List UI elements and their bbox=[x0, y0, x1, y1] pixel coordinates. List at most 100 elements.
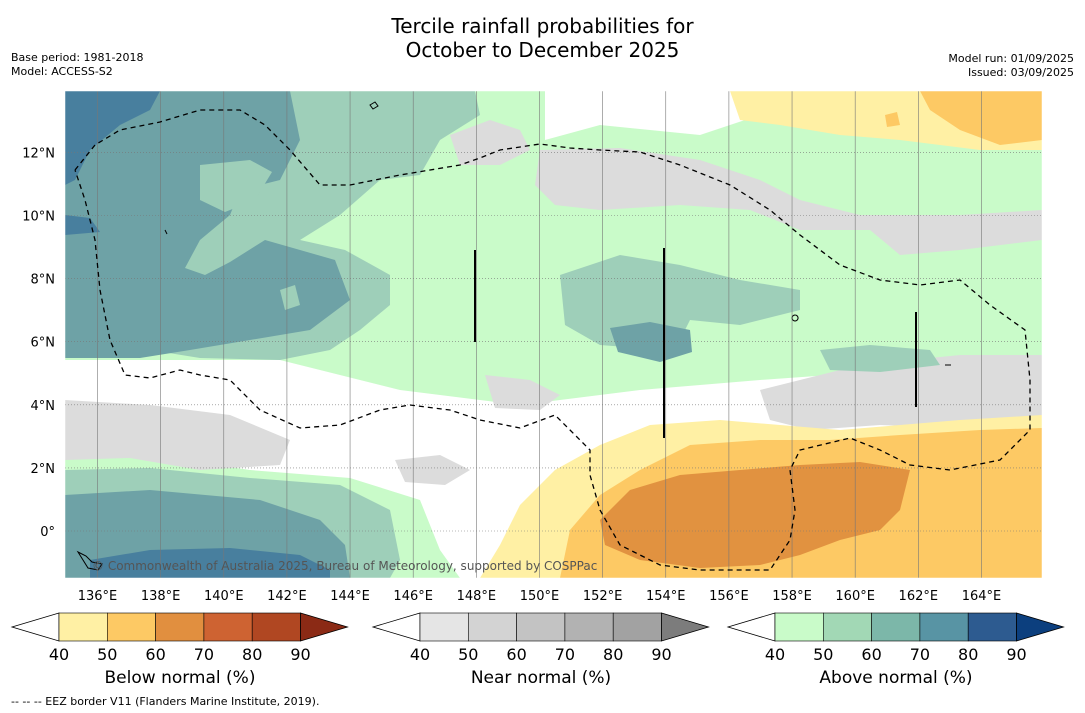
longitude-labels: 136°E 138°E 140°E 142°E 144°E 146°E 148°E 150°E… bbox=[78, 589, 1001, 604]
near-normal-region-4 bbox=[760, 355, 1042, 430]
run-info: Model run: 01/09/2025 Issued: 03/09/2025 bbox=[948, 52, 1074, 80]
colorbar-tick-label: 50 bbox=[813, 645, 833, 664]
colorbar-arrow-high bbox=[1016, 612, 1065, 642]
longitude-label: 144°E bbox=[330, 589, 370, 604]
colorbar-tick-label: 60 bbox=[506, 645, 526, 664]
gridlines bbox=[65, 91, 1042, 578]
below-normal-60-north bbox=[920, 91, 1042, 145]
above-normal-80-south bbox=[90, 548, 330, 578]
colorbar-segment bbox=[822, 612, 872, 642]
above-normal-50-inner bbox=[200, 160, 272, 212]
colorbar-tick-label: 70 bbox=[910, 645, 930, 664]
colorbar-arrow-low bbox=[10, 612, 60, 642]
longitude-label: 140°E bbox=[204, 589, 244, 604]
above-normal-60-east bbox=[820, 345, 940, 372]
longitude-label: 156°E bbox=[709, 589, 749, 604]
latitude-label: 8°N bbox=[31, 273, 56, 288]
colorbar-arrow-low bbox=[371, 612, 421, 642]
latitude-label: 2°N bbox=[31, 462, 56, 477]
colorbar-segment bbox=[919, 612, 969, 642]
title-line-2: October to December 2025 bbox=[405, 38, 680, 62]
colorbar-tick-label: 90 bbox=[1006, 645, 1026, 664]
colorbar-segment bbox=[251, 612, 301, 642]
colorbar-segment bbox=[774, 612, 824, 642]
longitude-label: 164°E bbox=[962, 589, 1002, 604]
longitude-label: 160°E bbox=[835, 589, 875, 604]
below-normal-70-region bbox=[600, 462, 910, 568]
longitude-label: 162°E bbox=[899, 589, 939, 604]
model-name: Model: ACCESS-S2 bbox=[11, 65, 113, 78]
colorbar-tick-label: 90 bbox=[651, 645, 671, 664]
colorbar-segment bbox=[967, 612, 1017, 642]
near-normal-region-7 bbox=[395, 455, 470, 485]
latitude-label: 4°N bbox=[31, 399, 56, 414]
map-plot-area: © Commonwealth of Australia 2025, Bureau… bbox=[65, 91, 1042, 578]
model-info: Base period: 1981-2018 Model: ACCESS-S2 bbox=[11, 51, 143, 79]
below-normal-label: Below normal (%) bbox=[104, 668, 256, 688]
longitude-label: 158°E bbox=[772, 589, 812, 604]
colorbar-segment bbox=[419, 612, 469, 642]
colorbar-tick-label: 80 bbox=[603, 645, 623, 664]
issued-date: Issued: 03/09/2025 bbox=[967, 66, 1074, 79]
colorbar-segment bbox=[564, 612, 614, 642]
colorbars: 40 50 60 70 80 90 40 50 60 70 80 90 40 50 60 70 80 90 bbox=[10, 612, 1065, 664]
colorbar-arrow-high bbox=[661, 612, 710, 642]
colorbar-segment bbox=[107, 612, 156, 642]
colorbar-tick-label: 70 bbox=[555, 645, 575, 664]
colorbar-segment bbox=[203, 612, 253, 642]
near-normal-region-5 bbox=[65, 400, 290, 470]
above-normal-70-region bbox=[65, 91, 350, 358]
above-normal-60-patch bbox=[560, 255, 800, 348]
map-title: Tercile rainfall probabilities for Octob… bbox=[0, 14, 1085, 62]
eez-footnote: -- -- -- EEZ border V11 (Flanders Marine… bbox=[11, 695, 320, 708]
colorbar-segment bbox=[612, 612, 662, 642]
colorbar-segment bbox=[58, 612, 108, 642]
colorbar-arrow-high bbox=[300, 612, 349, 642]
colorbar-tick-label: 80 bbox=[958, 645, 978, 664]
longitude-label: 152°E bbox=[583, 589, 623, 604]
colorbar-tick-label: 80 bbox=[242, 645, 262, 664]
colorbar-tick-label: 40 bbox=[765, 645, 785, 664]
colorbar-tick-label: 90 bbox=[290, 645, 310, 664]
latitude-labels: 12°N 10°N 8°N 6°N 4°N 2°N 0° bbox=[22, 146, 55, 540]
below-normal-60-patch bbox=[885, 112, 900, 127]
latitude-label: 0° bbox=[40, 525, 55, 540]
colorbar-segment bbox=[516, 612, 566, 642]
colorbar-tick-label: 50 bbox=[458, 645, 478, 664]
near-normal-label: Near normal (%) bbox=[470, 668, 612, 688]
eez-borders bbox=[74, 109, 1031, 571]
base-period: Base period: 1981-2018 bbox=[11, 51, 144, 64]
above-normal-50-inner-2 bbox=[280, 285, 300, 310]
colorbar-1: 40 50 60 70 80 90 bbox=[371, 612, 710, 664]
longitude-label: 150°E bbox=[520, 589, 560, 604]
colorbar-tick-label: 60 bbox=[861, 645, 881, 664]
colorbar-arrow-low bbox=[726, 612, 776, 642]
latitude-label: 10°N bbox=[22, 210, 55, 225]
latitude-label: 6°N bbox=[31, 336, 56, 351]
longitude-label: 142°E bbox=[267, 589, 307, 604]
colorbar-tick-label: 50 bbox=[97, 645, 117, 664]
model-run: Model run: 01/09/2025 bbox=[948, 52, 1074, 65]
above-normal-80-region bbox=[65, 91, 160, 185]
above-normal-label: Above normal (%) bbox=[819, 668, 973, 688]
watermark: © Commonwealth of Australia 2025, Bureau… bbox=[92, 559, 597, 573]
colorbar-tick-label: 60 bbox=[145, 645, 165, 664]
colorbar-segment bbox=[467, 612, 517, 642]
above-normal-80-patch bbox=[65, 215, 100, 235]
colorbar-tick-label: 70 bbox=[194, 645, 214, 664]
colorbar-2: 40 50 60 70 80 90 bbox=[726, 612, 1065, 664]
longitude-label: 146°E bbox=[393, 589, 433, 604]
longitude-label: 148°E bbox=[457, 589, 497, 604]
longitude-label: 136°E bbox=[78, 589, 118, 604]
longitude-label: 138°E bbox=[141, 589, 181, 604]
near-normal-region-6 bbox=[485, 375, 560, 410]
near-normal-region-1 bbox=[535, 148, 1042, 255]
colorbar-tick-label: 40 bbox=[49, 645, 69, 664]
colorbar-0: 40 50 60 70 80 90 bbox=[10, 612, 349, 664]
colorbar-segment bbox=[155, 612, 205, 642]
eez-border-fsm-west bbox=[74, 109, 1031, 571]
colorbar-segment bbox=[871, 612, 921, 642]
title-line-1: Tercile rainfall probabilities for bbox=[391, 14, 694, 38]
near-normal-region-2 bbox=[450, 120, 530, 165]
